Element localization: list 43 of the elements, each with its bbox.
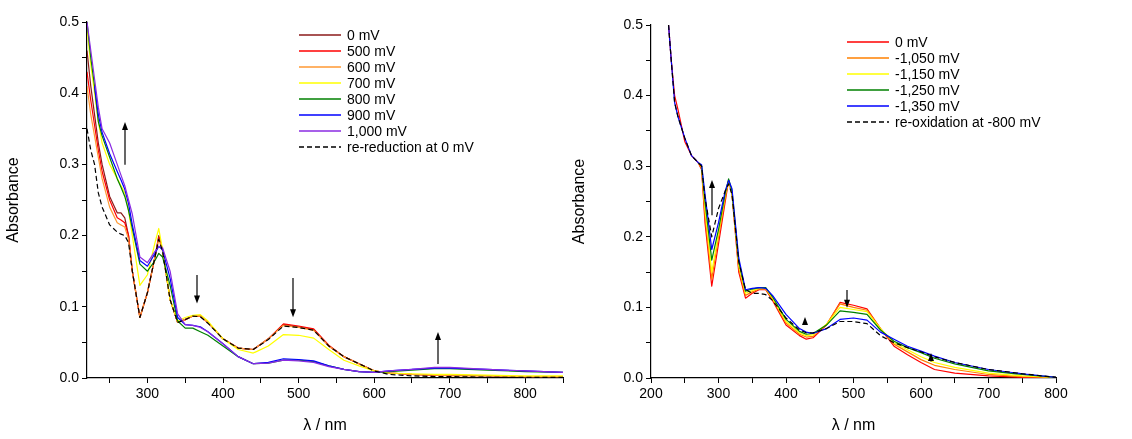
legend-label: 0 mV — [895, 34, 928, 50]
y-tick-label: 0.0 — [59, 368, 80, 385]
legend-label: 0 mV — [347, 27, 380, 43]
x-tick-label: 400 — [211, 385, 235, 402]
y-tick-label: 0.2 — [623, 227, 644, 244]
y-tick-label: 0.1 — [59, 297, 80, 314]
x-tick-label: 600 — [362, 385, 386, 402]
x-tick-label: 400 — [774, 385, 798, 402]
y-axis-title: Absorbance — [4, 157, 22, 243]
legend-label: -1,350 mV — [895, 98, 960, 114]
legend-label: 900 mV — [347, 107, 396, 123]
y-tick-label: 0.4 — [59, 84, 80, 101]
legend-label: re-reduction at 0 mV — [347, 139, 474, 155]
x-tick-label: 200 — [639, 385, 663, 402]
y-tick-label: 0.4 — [623, 86, 644, 103]
legend-label: -1,050 mV — [895, 50, 960, 66]
y-tick-label: 0.5 — [59, 12, 80, 29]
legend-label: 700 mV — [347, 75, 396, 91]
legend-label: 600 mV — [347, 59, 396, 75]
y-tick-label: 0.2 — [59, 226, 80, 243]
legend-label: re-oxidation at -800 mV — [895, 114, 1041, 130]
y-axis-title: Absorbance — [570, 158, 588, 245]
x-tick-label: 300 — [706, 385, 731, 402]
legend-label: 500 mV — [347, 43, 396, 59]
y-tick-label: 0.1 — [623, 298, 644, 315]
x-tick-label: 500 — [286, 385, 311, 402]
x-tick-label: 800 — [1044, 385, 1068, 402]
legend-label: -1,250 mV — [895, 82, 960, 98]
x-tick-label: 800 — [513, 385, 538, 402]
x-tick-label: 700 — [976, 385, 1001, 402]
y-tick-label: 0.0 — [623, 368, 644, 385]
x-axis-title: λ / nm — [303, 415, 347, 433]
x-tick-label: 300 — [135, 385, 160, 402]
y-tick-label: 0.5 — [623, 15, 644, 32]
x-tick-label: 700 — [437, 385, 462, 402]
x-tick-label: 500 — [841, 385, 866, 402]
legend-label: 800 mV — [347, 91, 396, 107]
legend-label: 1,000 mV — [347, 123, 407, 139]
y-tick-label: 0.3 — [623, 157, 644, 174]
y-tick-label: 0.3 — [59, 155, 80, 172]
x-tick-label: 600 — [909, 385, 933, 402]
legend-label: -1,150 mV — [895, 66, 960, 82]
x-axis-title: λ / nm — [831, 415, 876, 433]
